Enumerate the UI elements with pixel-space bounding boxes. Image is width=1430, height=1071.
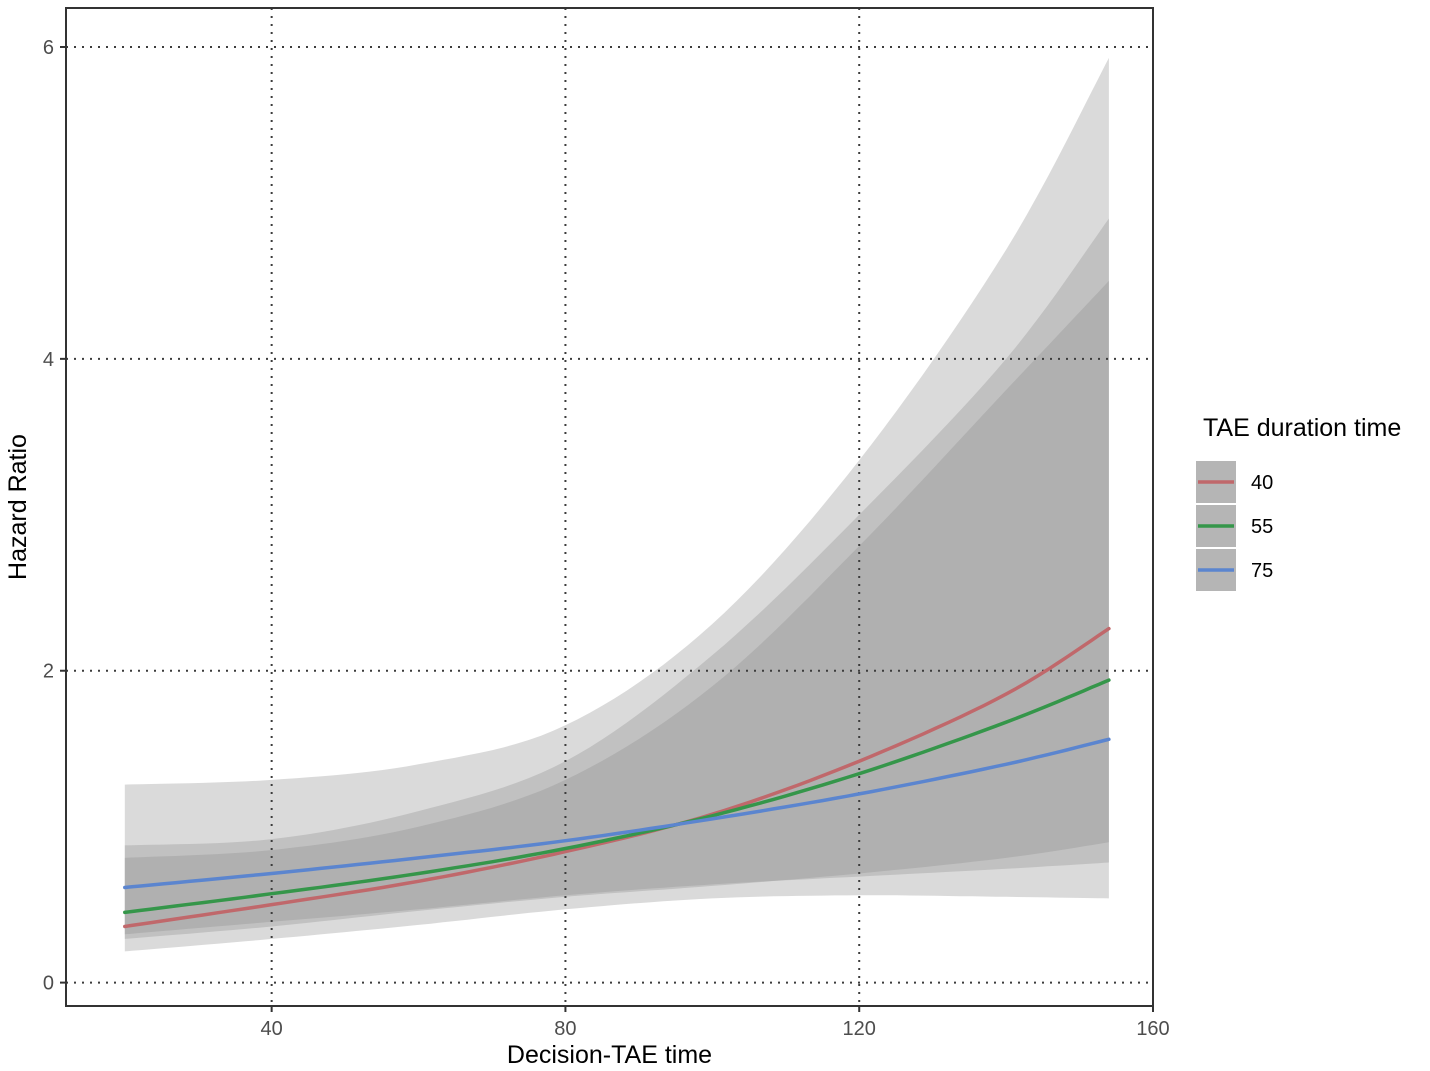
series-line-75	[123, 737, 1111, 890]
legend-title: TAE duration time	[1203, 414, 1401, 442]
plot-panel-border	[65, 7, 1154, 1007]
legend-label-40: 40	[1251, 472, 1273, 494]
x-tick-label: 40	[261, 1018, 283, 1040]
x-tick-label: 120	[843, 1018, 876, 1040]
series-lines	[123, 626, 1111, 929]
axis-ticks: 40 80 120 160 0 2 4 6	[43, 37, 1170, 1040]
legend-label-75: 75	[1251, 560, 1273, 582]
series-line-55	[123, 678, 1111, 915]
y-tick-label: 4	[43, 349, 54, 371]
legend-item-55: 55	[1196, 505, 1273, 547]
legend-item-40: 40	[1196, 461, 1273, 503]
x-tick-label: 80	[554, 1018, 576, 1040]
x-tick-label: 160	[1136, 1018, 1169, 1040]
y-tick-label: 6	[43, 37, 54, 59]
legend: TAE duration time 40 55 75	[1196, 414, 1401, 591]
x-axis-title: Decision-TAE time	[507, 1041, 712, 1069]
y-tick-label: 2	[43, 661, 54, 683]
legend-item-75: 75	[1196, 549, 1273, 591]
grid-lines	[66, 8, 1154, 1006]
legend-label-55: 55	[1251, 516, 1273, 538]
y-axis-title: Hazard Ratio	[4, 434, 32, 580]
y-tick-label: 0	[43, 973, 54, 995]
confidence-band-75	[124, 57, 1109, 952]
